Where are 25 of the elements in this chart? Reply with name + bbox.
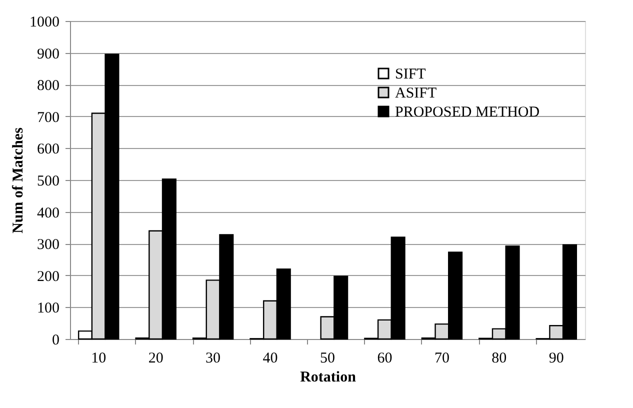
y-tick-label: 1000 [30,14,60,30]
y-tick-label: 900 [37,46,60,62]
x-tick-label: 90 [548,350,564,366]
y-tick-label: 600 [37,142,60,158]
legend-label: PROPOSED METHOD [395,104,540,120]
y-tick-label: 700 [37,110,60,126]
x-axis-title: Rotation [300,370,357,386]
y-tick-label: 500 [37,174,60,190]
y-tick-label: 100 [37,300,60,317]
legend-label: SIFT [395,66,426,82]
x-tick-label: 10 [91,350,106,366]
x-tick-label: 80 [492,350,507,366]
x-tick-label: 70 [434,350,450,366]
x-tick-label: 20 [148,350,164,366]
x-tick-label: 50 [320,350,335,366]
x-tick-label: 40 [262,350,278,366]
y-tick-label: 400 [37,205,60,222]
legend-label: ASIFT [395,86,437,102]
x-tick-label: 30 [206,350,221,366]
y-axis-title: Num of Matches [10,127,26,234]
y-tick-label: 200 [37,268,60,285]
y-tick-label: 0 [52,332,60,348]
x-tick-label: 60 [377,350,392,366]
y-tick-label: 300 [37,237,60,254]
y-tick-label: 800 [37,78,60,94]
